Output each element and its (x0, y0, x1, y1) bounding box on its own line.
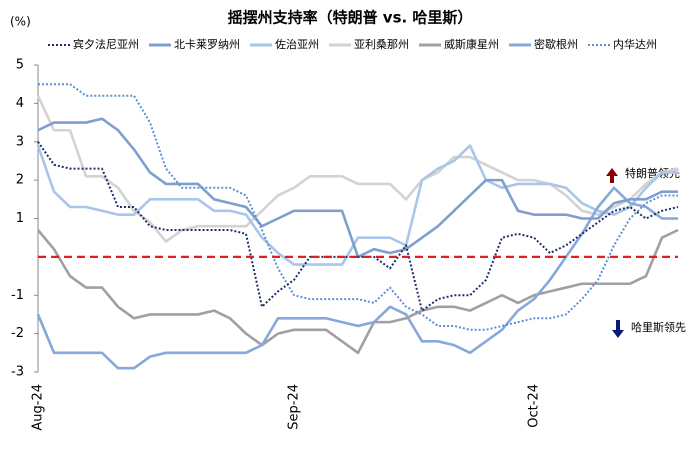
legend-label: 内华达州 (613, 37, 657, 51)
chart-title: 摇摆州支持率（特朗普 vs. 哈里斯） (228, 9, 473, 27)
legend-label: 密歇根州 (534, 37, 578, 51)
y-tick-label: 3 (16, 134, 24, 149)
y-tick-label: 5 (16, 58, 24, 73)
y-tick-label: 4 (16, 96, 24, 111)
down-arrow (612, 320, 624, 338)
annotation: 哈里斯领先 (631, 321, 686, 334)
series-line (37, 141, 679, 312)
y-tick-label: -3 (11, 365, 24, 380)
series-line (37, 117, 678, 259)
y-tick-label: 1 (16, 211, 24, 226)
series-line (36, 144, 678, 266)
x-tick-label: Sep-24 (287, 384, 302, 430)
legend-label: 北卡莱罗纳州 (174, 38, 240, 51)
x-tick-label: Oct-24 (527, 384, 542, 428)
series-line (38, 83, 678, 331)
y-tick-label: -1 (11, 288, 24, 303)
legend-label: 宾夕法尼亚州 (73, 37, 139, 51)
legend-label: 佐治亚州 (275, 37, 319, 51)
legend-label: 亚利桑那州 (354, 38, 409, 51)
annotation: 特朗普领先 (625, 166, 680, 180)
y-axis-label: (%) (10, 15, 31, 29)
series-line (37, 228, 679, 355)
legend-label: 威斯康星州 (444, 37, 499, 51)
y-tick-label: 2 (16, 173, 24, 188)
y-tick-label: -2 (11, 326, 24, 341)
up-arrow (606, 168, 618, 183)
x-tick-label: Aug-24 (31, 384, 46, 431)
series-line (36, 186, 678, 370)
